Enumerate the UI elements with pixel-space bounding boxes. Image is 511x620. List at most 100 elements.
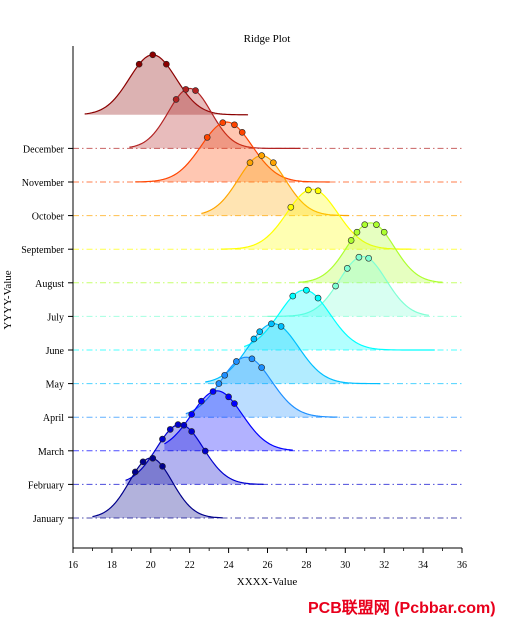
data-point-january-3	[159, 462, 166, 470]
data-point-february-5	[201, 447, 209, 455]
x-tick-label-20: 20	[146, 560, 156, 571]
ridge-area-december	[129, 88, 301, 149]
data-point-june-2	[314, 294, 322, 302]
data-point-june-1	[303, 286, 310, 294]
ridge-may	[73, 320, 462, 385]
ridge-area-may	[205, 323, 381, 384]
chart-title: Ridge Plot	[244, 33, 291, 45]
ridge-november	[73, 119, 462, 183]
data-point-december-1	[182, 86, 190, 93]
ridge-line-february	[125, 423, 264, 485]
data-point-april-0	[215, 380, 223, 387]
data-point-november-2	[231, 121, 238, 129]
ridge-area-january	[92, 458, 223, 518]
data-point-may-0	[250, 335, 258, 343]
ridge-area-march	[164, 390, 293, 451]
ridge-line-august	[298, 222, 443, 283]
data-point-september-2	[314, 187, 322, 195]
x-tick-label-32: 32	[379, 560, 389, 571]
y-tick-labels: December November October September August Ju…	[21, 144, 73, 525]
ridge-october	[73, 152, 462, 217]
ridge-area-april	[185, 357, 338, 418]
x-tick-label-22: 22	[185, 560, 195, 571]
ridge-line-may	[205, 323, 381, 385]
data-point-july-0	[332, 282, 339, 290]
data-point-top-1	[149, 51, 157, 59]
data-point-august-0	[347, 237, 355, 244]
ridge-line-june	[243, 289, 435, 351]
ridge-april	[73, 355, 462, 418]
y-tick-label-april: April	[43, 413, 64, 424]
data-point-december-0	[172, 96, 180, 103]
data-point-august-1	[353, 228, 361, 236]
x-tick-label-26: 26	[263, 560, 273, 571]
y-tick-label-december: December	[23, 144, 65, 155]
data-point-july-2	[355, 253, 363, 261]
y-tick-label-october: October	[32, 212, 65, 223]
data-point-january-0	[131, 468, 139, 476]
x-ticks: 16 18 20 22 24 26 28 30 32 34 36	[68, 548, 467, 571]
data-point-june-0	[289, 292, 297, 300]
y-tick-label-february: February	[28, 480, 64, 491]
ridge-area-july	[267, 256, 429, 317]
ridge-july	[73, 253, 462, 317]
data-point-top-0	[135, 60, 143, 68]
ridge-june	[73, 286, 462, 351]
ridge-layers	[73, 51, 462, 519]
x-tick-label-18: 18	[107, 560, 117, 571]
data-point-november-0	[203, 134, 211, 141]
data-point-february-1	[166, 426, 174, 433]
data-point-november-3	[238, 129, 246, 136]
x-tick-label-34: 34	[418, 560, 428, 571]
data-point-march-3	[225, 393, 232, 401]
data-point-november-1	[219, 119, 227, 127]
y-tick-label-march: March	[38, 447, 64, 458]
data-point-february-2	[174, 421, 182, 428]
x-tick-label-36: 36	[457, 560, 467, 571]
data-point-may-1	[256, 328, 264, 336]
data-point-july-3	[365, 254, 372, 262]
ridge-area-november	[135, 122, 330, 182]
data-point-august-3	[373, 221, 380, 228]
data-point-april-3	[248, 355, 256, 363]
data-point-top-2	[163, 60, 170, 68]
x-axis-label: XXXX-Value	[237, 576, 298, 588]
ridge-area-top	[84, 54, 249, 115]
data-point-february-4	[188, 428, 195, 435]
ridge-january	[73, 454, 462, 519]
data-point-october-0	[246, 159, 254, 166]
data-point-february-3	[180, 421, 188, 429]
ridge-area-august	[298, 222, 443, 283]
ridge-area-february	[125, 424, 264, 485]
data-point-march-0	[188, 411, 195, 418]
data-point-august-2	[361, 221, 369, 228]
x-tick-label-30: 30	[340, 560, 350, 571]
y-axis-label: YYYY-Value	[2, 270, 14, 329]
ridge-march	[73, 388, 462, 452]
y-tick-label-november: November	[22, 178, 65, 189]
x-tick-label-24: 24	[224, 560, 234, 571]
ridge-september	[73, 186, 462, 250]
y-tick-label-september: September	[21, 245, 64, 256]
data-point-september-1	[305, 186, 312, 194]
data-point-april-1	[221, 371, 229, 379]
y-tick-label-august: August	[35, 279, 64, 290]
data-point-october-1	[258, 152, 265, 159]
data-point-july-1	[343, 265, 351, 272]
ridge-august	[73, 221, 462, 284]
watermark-text: PCB联盟网 (Pcbbar.com)	[308, 600, 496, 617]
data-point-may-3	[277, 323, 285, 330]
data-point-april-2	[233, 358, 240, 365]
data-point-october-2	[270, 159, 277, 166]
ridge-line-january	[92, 457, 223, 519]
x-tick-label-28: 28	[301, 560, 311, 571]
data-point-march-2	[209, 388, 217, 395]
ridge-area-october	[201, 155, 350, 216]
y-tick-label-july: July	[47, 312, 64, 323]
data-point-march-1	[198, 397, 205, 405]
data-point-january-2	[149, 454, 157, 462]
ridge-december	[73, 86, 462, 149]
data-point-may-2	[268, 320, 275, 328]
ridge-area-september	[220, 189, 412, 250]
